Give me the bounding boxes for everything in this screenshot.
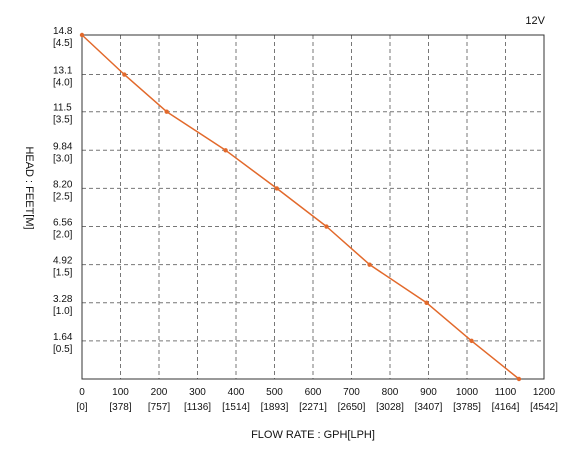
x-tick-label: 100 xyxy=(112,387,129,398)
x-tick-label: 1100 xyxy=(495,387,517,398)
data-point xyxy=(79,32,85,38)
y-tick-secondary-label: [0.5] xyxy=(53,344,73,355)
data-point xyxy=(223,148,228,153)
data-point xyxy=(164,109,169,114)
y-tick-secondary-label: [3.5] xyxy=(53,115,73,126)
y-tick-label: 13.1 xyxy=(53,66,73,77)
x-tick-secondary-label: [0] xyxy=(76,402,87,413)
x-tick-label: 300 xyxy=(189,387,206,398)
voltage-label: 12V xyxy=(525,15,545,27)
y-tick-label: 1.64 xyxy=(53,332,73,343)
x-tick-secondary-label: [3785] xyxy=(453,402,481,413)
x-tick-secondary-label: [4164] xyxy=(492,402,520,413)
tick-labels: 0 [0] 100 [378] 200 [757] 300 [1136] 400 [1514] 50… xyxy=(53,26,558,413)
data-point xyxy=(324,224,329,229)
y-tick-secondary-label: [4.5] xyxy=(53,38,73,49)
y-tick-label: 6.56 xyxy=(53,218,73,229)
y-tick-secondary-label: [4.0] xyxy=(53,78,73,89)
x-tick-label: 1200 xyxy=(533,387,556,398)
x-tick-secondary-label: [378] xyxy=(109,402,131,413)
data-point xyxy=(274,186,280,191)
x-tick-secondary-label: [4542] xyxy=(530,402,558,413)
y-tick-label: 14.8 xyxy=(53,26,73,37)
y-tick-secondary-label: [1.0] xyxy=(53,306,73,317)
plot-frame xyxy=(81,34,545,380)
y-tick-label: 11.5 xyxy=(53,103,72,114)
x-tick-secondary-label: [1136] xyxy=(184,402,211,413)
y-tick-label: 3.28 xyxy=(53,294,73,305)
y-axis-title: HEAD : FEET[M] xyxy=(23,146,35,229)
x-tick-label: 900 xyxy=(420,387,437,398)
x-tick-secondary-label: [2271] xyxy=(299,402,327,413)
x-tick-label: 800 xyxy=(382,387,399,398)
x-tick-label: 500 xyxy=(266,387,283,398)
x-tick-label: 1000 xyxy=(456,387,479,398)
data-point xyxy=(122,72,127,77)
x-tick-secondary-label: [1514] xyxy=(222,402,250,413)
y-tick-secondary-label: [2.0] xyxy=(53,230,73,241)
x-tick-label: 400 xyxy=(228,387,245,398)
x-tick-label: 600 xyxy=(305,387,322,398)
x-tick-label: 700 xyxy=(343,387,360,398)
data-point xyxy=(367,262,372,267)
y-tick-secondary-label: [2.5] xyxy=(53,191,73,202)
x-tick-label: 0 xyxy=(79,387,85,398)
data-point xyxy=(424,300,429,305)
y-tick-label: 8.20 xyxy=(53,179,73,190)
x-tick-label: 200 xyxy=(151,387,168,398)
y-tick-label: 9.84 xyxy=(53,141,73,152)
data-point xyxy=(516,376,522,382)
x-tick-secondary-label: [3028] xyxy=(376,402,404,413)
data-point xyxy=(469,338,474,344)
series-line xyxy=(81,34,520,380)
y-tick-secondary-label: [3.0] xyxy=(53,153,73,164)
x-tick-secondary-label: [2650] xyxy=(338,402,366,413)
x-tick-secondary-label: [1893] xyxy=(261,402,289,413)
x-tick-secondary-label: [757] xyxy=(148,402,170,413)
series-layer xyxy=(79,32,522,382)
y-tick-label: 4.92 xyxy=(53,256,73,267)
x-tick-secondary-label: [3407] xyxy=(415,402,443,413)
x-axis-title: FLOW RATE : GPH[LPH] xyxy=(251,429,375,441)
y-tick-secondary-label: [1.5] xyxy=(53,268,73,279)
grid-layer xyxy=(82,35,544,379)
